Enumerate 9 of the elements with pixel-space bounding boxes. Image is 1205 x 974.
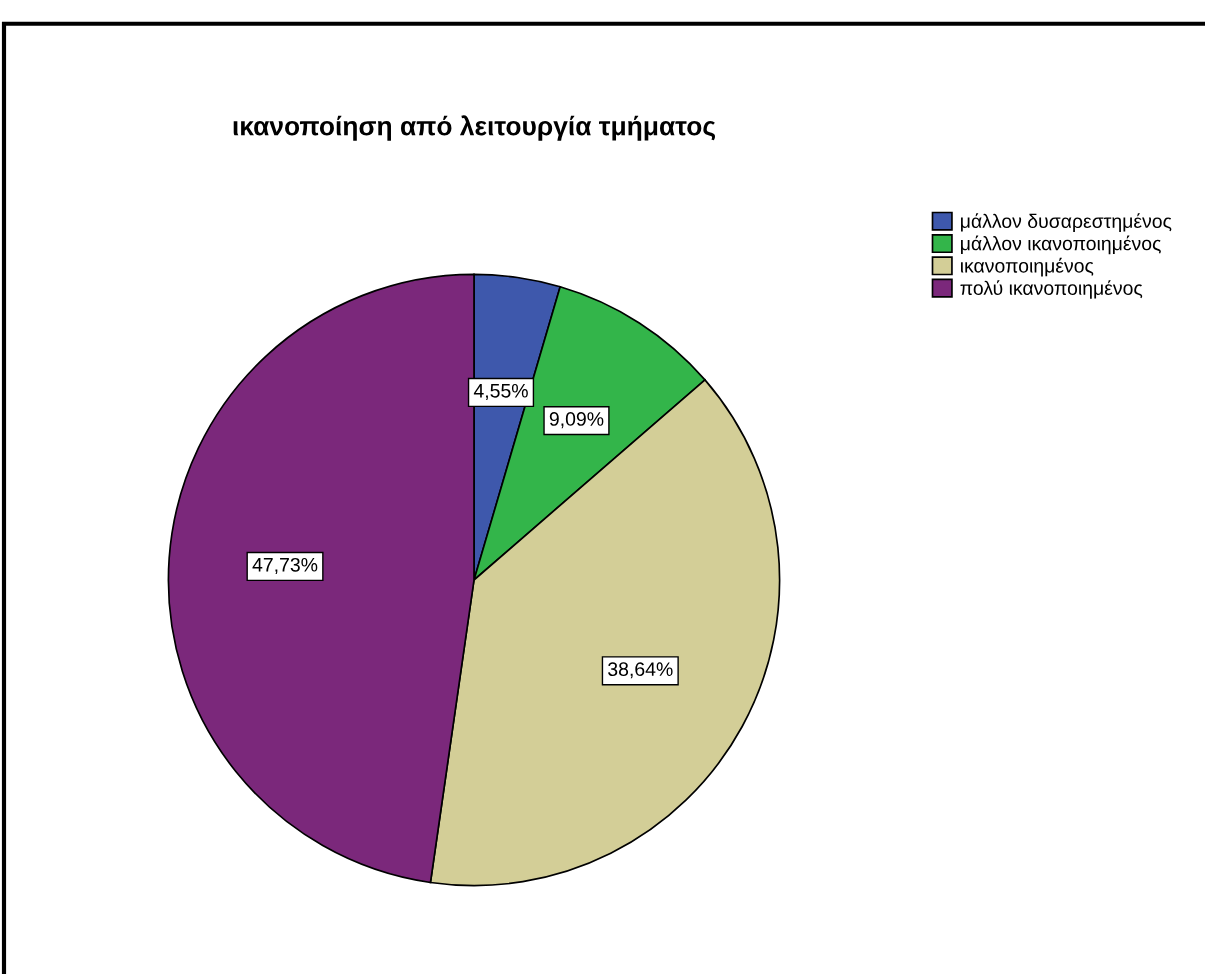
data-label: 4,55% (473, 384, 528, 400)
data-label: 9,09% (549, 412, 604, 429)
data-label: 47,73% (252, 557, 318, 574)
data-label: 38,64% (608, 662, 673, 679)
legend-label: μάλλον ικανοποιημένος (961, 235, 1161, 255)
legend-label: μάλλον δυσαρεστημένος (961, 213, 1172, 232)
legend-label: ικανοποιημένος (961, 257, 1094, 277)
chart-title: ικανοποίηση από λειτουργία τμήματος (233, 115, 716, 141)
legend-label: πολύ ικανοποιημένος (960, 280, 1143, 299)
